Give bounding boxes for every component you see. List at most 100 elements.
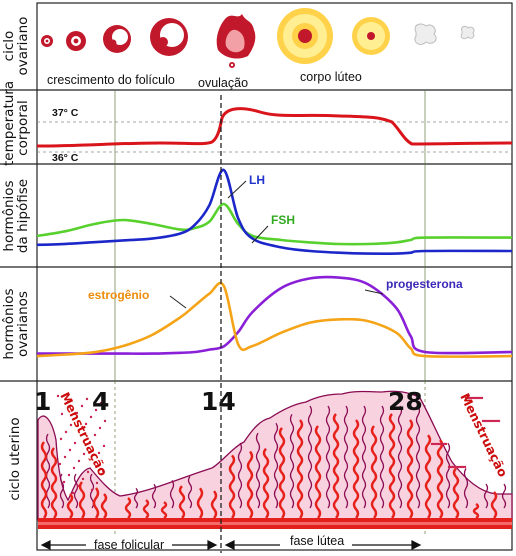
blood-dot [497, 419, 501, 423]
day-label-4: 4 [92, 387, 109, 416]
spiral-artery [436, 439, 444, 519]
endometrial-gland [151, 483, 157, 509]
follicle-stage-3 [103, 25, 131, 53]
blood-dot [102, 444, 106, 448]
blood-dot [60, 412, 64, 416]
spiral-artery [452, 467, 460, 519]
endometrial-gland [73, 473, 79, 509]
row-label-uterine-cycle: ciclo uterino [7, 414, 23, 504]
estrogen-curve [36, 281, 513, 358]
blood-dot [63, 455, 67, 459]
endometrial-gland [343, 405, 349, 509]
spiral-artery [210, 490, 218, 519]
spiral-artery [490, 491, 498, 519]
blood-dot [88, 440, 92, 444]
spiral-artery [424, 434, 432, 519]
blood-dot [66, 400, 70, 404]
blood-dot [493, 419, 497, 423]
blood-dot [478, 396, 482, 400]
spiral-artery [406, 419, 414, 519]
blood-dot [453, 465, 457, 469]
blood-dot [466, 396, 470, 400]
blood-dot [463, 465, 467, 469]
endometrial-gland [415, 405, 421, 509]
blood-dot [464, 396, 468, 400]
spiral-artery [196, 487, 204, 519]
spiral-artery [40, 441, 48, 519]
blood-dot [56, 394, 60, 398]
blood-dot [59, 437, 63, 441]
basal-layer-highlight [38, 522, 512, 525]
blood-dot [483, 419, 487, 423]
row-label-line: hormônios [1, 180, 17, 252]
blood-dot [103, 419, 107, 423]
endometrial-gland [501, 483, 507, 509]
corpus-albicans-2 [460, 25, 475, 40]
blood-dot [485, 419, 489, 423]
spiral-artery [66, 493, 74, 519]
spiral-artery [50, 447, 58, 519]
ruptured-follicle [216, 14, 256, 68]
follicle-stage-1 [41, 35, 53, 47]
blood-dot [440, 442, 444, 446]
fsh-label: FSH [271, 213, 295, 227]
blood-dot [98, 426, 102, 430]
blood-dot [455, 465, 459, 469]
blood-dot [75, 411, 79, 415]
blood-dot [459, 465, 463, 469]
progesterone-label: progesterona [386, 277, 463, 291]
corpus-luteum-large [277, 8, 333, 64]
row-label-temperature: temperatura corporal [1, 81, 31, 166]
row-label-line: da hipófise [15, 178, 31, 254]
blood-dot [95, 481, 99, 485]
phase-follicular-label: fase folicular [94, 538, 164, 552]
blood-dot [434, 442, 438, 446]
blood-dot [470, 396, 474, 400]
corpus-luteum-medium [352, 17, 390, 55]
follicle-stage-2 [66, 31, 86, 51]
row-label-line: ovariano [15, 16, 31, 76]
blood-dot [495, 419, 499, 423]
blood-dot [90, 488, 94, 492]
progesterone-pointer [364, 289, 384, 295]
blood-dot [67, 473, 71, 477]
caption-ovulation: ovulação [198, 76, 248, 90]
blood-dot [436, 442, 440, 446]
spiral-artery [124, 497, 132, 519]
blood-dot [71, 491, 75, 495]
blood-dot [93, 433, 97, 437]
endometrial-gland [273, 422, 279, 509]
blood-dot [68, 448, 72, 452]
spiral-artery [472, 502, 480, 520]
blood-dot [461, 465, 465, 469]
phase-arrows [40, 540, 422, 550]
temp-label-36: 36° C [52, 152, 79, 164]
blood-dot [449, 465, 453, 469]
endometrial-gland [133, 487, 139, 509]
blood-dot [472, 396, 476, 400]
spiral-artery [388, 413, 396, 519]
blood-dot [430, 442, 434, 446]
phase-luteal-label: fase lútea [290, 534, 344, 548]
blood-dot [432, 442, 436, 446]
blood-dot [99, 401, 103, 405]
row-label-line: ciclo [1, 30, 17, 62]
blood-dot [85, 397, 89, 401]
spiral-artery [314, 425, 322, 519]
blood-dot [84, 422, 88, 426]
endometrial-gland [169, 480, 175, 509]
blood-dot [101, 469, 105, 473]
spiral-artery [296, 419, 304, 519]
blood-dot [438, 442, 442, 446]
spiral-artery [352, 419, 360, 519]
endometrial-gland [59, 473, 65, 509]
ovarian-hormone-row: estrogênio progesterona [36, 275, 513, 358]
lh-curve [36, 168, 513, 255]
blood-dot [489, 419, 493, 423]
ovary-row: crescimento do folículo ovulação corpo l… [41, 8, 475, 90]
spiral-artery [92, 487, 100, 519]
endometrial-gland [483, 483, 489, 509]
temperature-curve [36, 107, 513, 148]
endometrial-gland [325, 405, 331, 509]
spiral-artery [332, 413, 340, 519]
